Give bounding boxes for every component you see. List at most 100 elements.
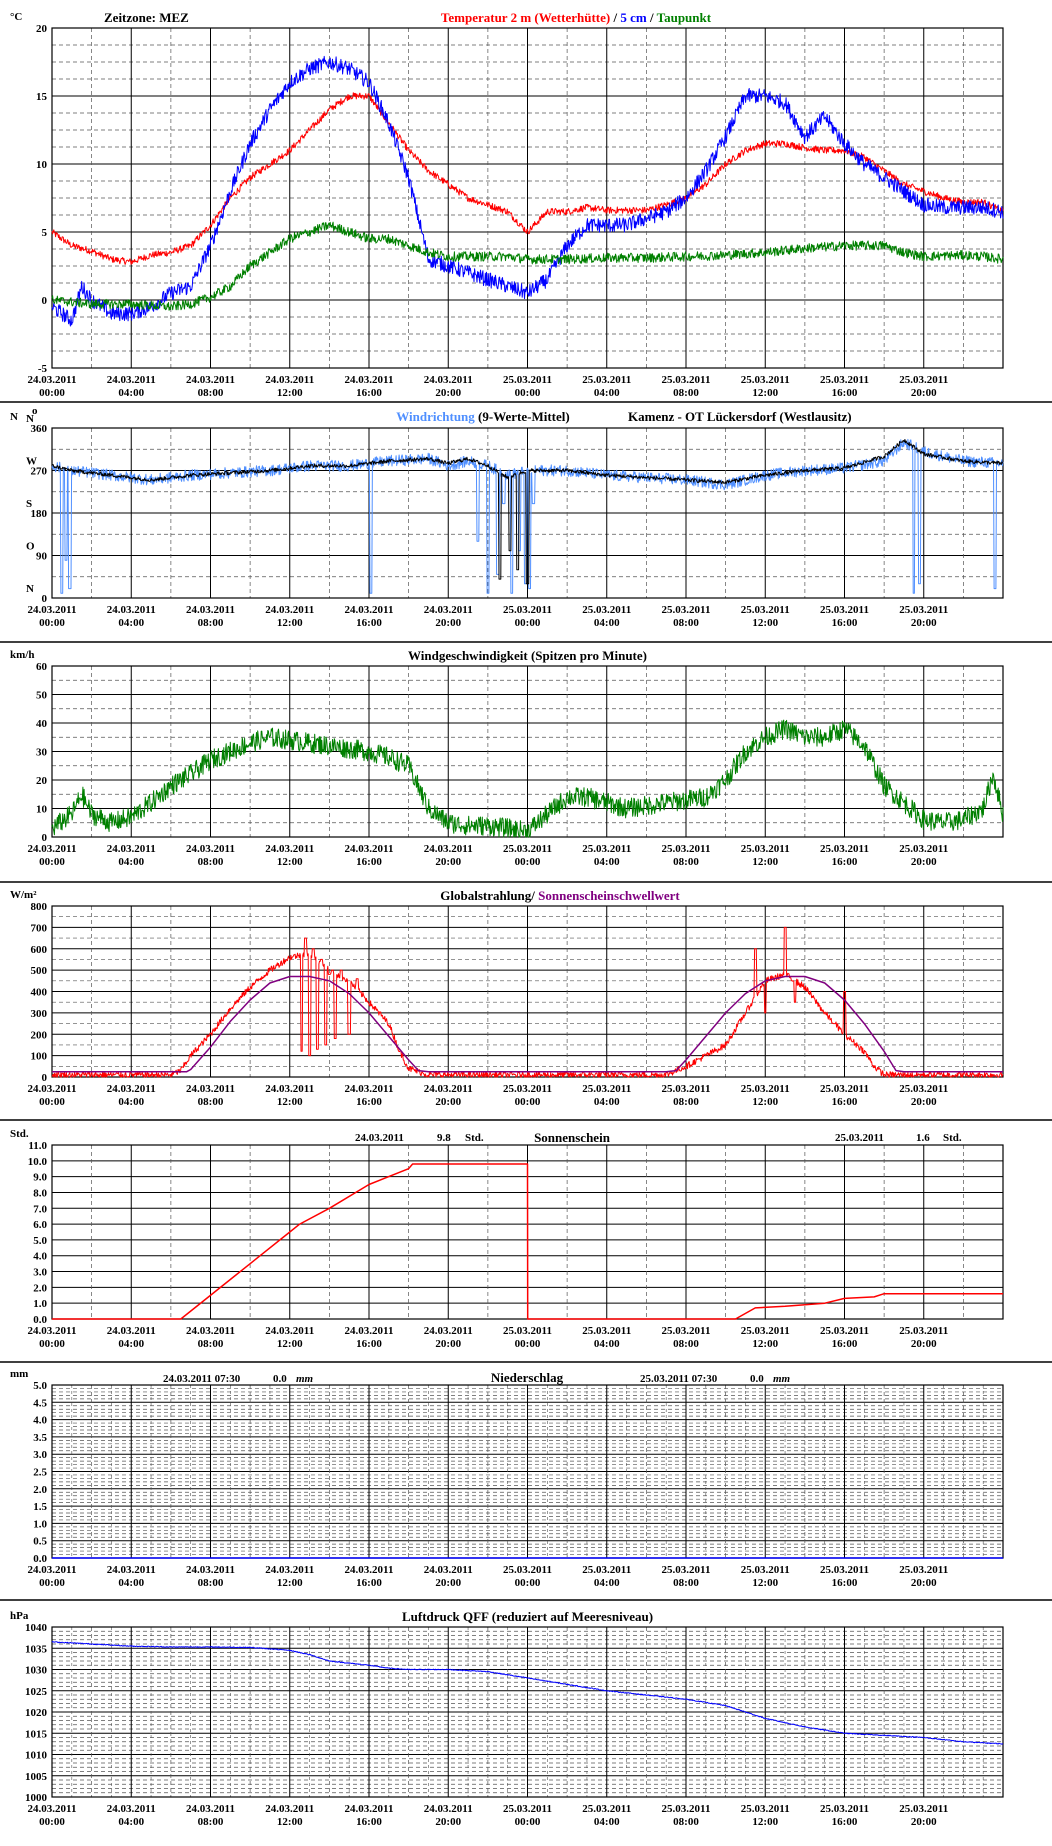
x-tick-time: 12:00: [752, 1096, 778, 1108]
y-tick-label: 1035: [25, 1643, 48, 1655]
y-unit-label: Std.: [10, 1128, 29, 1140]
summary-value: 9.8: [437, 1132, 451, 1144]
x-tick-date: 25.03.2011: [820, 1083, 869, 1095]
x-tick-date: 25.03.2011: [899, 1803, 948, 1815]
x-tick-time: 00:00: [39, 1577, 65, 1589]
x-tick-date: 25.03.2011: [899, 374, 948, 386]
x-tick-time: 00:00: [515, 1338, 541, 1350]
x-tick-date: 24.03.2011: [107, 1564, 156, 1576]
x-tick-time: 16:00: [832, 1338, 858, 1350]
x-tick-time: 00:00: [39, 617, 65, 629]
x-tick-date: 25.03.2011: [820, 604, 869, 616]
x-tick-date: 24.03.2011: [265, 1083, 314, 1095]
x-tick-time: 12:00: [277, 617, 303, 629]
series-line-winddirection-1: [51, 439, 1004, 585]
title-part: Windrichtung: [396, 409, 475, 424]
x-tick-date: 25.03.2011: [741, 1564, 790, 1576]
y-tick-label: 2.0: [33, 1484, 47, 1496]
x-tick-time: 08:00: [198, 1338, 224, 1350]
x-tick-date: 24.03.2011: [107, 604, 156, 616]
y-tick-label: 2.0: [33, 1282, 47, 1294]
x-tick-time: 00:00: [515, 387, 541, 399]
x-tick-time: 04:00: [594, 617, 620, 629]
x-tick-time: 20:00: [435, 387, 461, 399]
y-tick-label: 3.5: [33, 1432, 47, 1444]
x-tick-time: 16:00: [832, 1816, 858, 1828]
x-tick-time: 08:00: [198, 387, 224, 399]
x-tick-time: 20:00: [911, 1338, 937, 1350]
x-tick-time: 00:00: [515, 1816, 541, 1828]
x-tick-time: 12:00: [752, 856, 778, 868]
x-tick-date: 24.03.2011: [424, 1325, 473, 1337]
x-tick-date: 24.03.2011: [107, 843, 156, 855]
x-tick-time: 00:00: [515, 617, 541, 629]
x-tick-date: 25.03.2011: [899, 1564, 948, 1576]
x-tick-time: 04:00: [594, 1338, 620, 1350]
x-tick-date: 25.03.2011: [820, 1803, 869, 1815]
x-tick-date: 25.03.2011: [899, 1325, 948, 1337]
compass-label: O: [26, 541, 35, 553]
x-tick-time: 00:00: [39, 387, 65, 399]
y-tick-label: 90: [36, 551, 48, 563]
y-tick-label: 1.0: [33, 1518, 47, 1530]
title-part: Taupunkt: [657, 10, 712, 25]
x-tick-time: 16:00: [356, 387, 382, 399]
x-tick-time: 08:00: [198, 1816, 224, 1828]
summary-date: 24.03.2011 07:30: [163, 1373, 241, 1385]
x-tick-date: 25.03.2011: [741, 1083, 790, 1095]
y-tick-label: 50: [36, 690, 48, 702]
panel-precipitation: 0.0 0.5 1.0 1.5 2.0 2.5 3.0 3.5 4.0 4.5 5.0 24.03.2…: [0, 1361, 1052, 1589]
compass-label: S: [26, 498, 32, 510]
x-tick-time: 16:00: [832, 1096, 858, 1108]
x-tick-date: 24.03.2011: [424, 1564, 473, 1576]
x-tick-date: 25.03.2011: [662, 1325, 711, 1337]
y-tick-label: 0: [42, 295, 48, 307]
x-tick-time: 04:00: [118, 387, 144, 399]
x-tick-date: 24.03.2011: [28, 1803, 77, 1815]
grid-radiation: [51, 905, 1004, 1078]
x-tick-time: 12:00: [752, 1816, 778, 1828]
x-tick-time: 00:00: [515, 856, 541, 868]
x-tick-date: 25.03.2011: [820, 843, 869, 855]
y-tick-label: 1005: [25, 1771, 48, 1783]
x-tick-time: 04:00: [118, 1577, 144, 1589]
x-tick-date: 25.03.2011: [582, 1803, 631, 1815]
y-unit-label: °C: [10, 11, 22, 23]
series-line-radiation-1: [52, 975, 1003, 1073]
x-tick-time: 12:00: [277, 1338, 303, 1350]
y-unit-label: mm: [10, 1368, 28, 1380]
y-tick-label: 400: [31, 987, 48, 999]
y-tick-label: 1.0: [33, 1298, 47, 1310]
y-tick-label: 60: [36, 661, 48, 673]
y-tick-label: -5: [38, 363, 48, 375]
x-tick-date: 25.03.2011: [662, 604, 711, 616]
x-tick-time: 04:00: [594, 856, 620, 868]
x-tick-date: 24.03.2011: [107, 374, 156, 386]
x-tick-date: 25.03.2011: [820, 1325, 869, 1337]
x-tick-date: 24.03.2011: [186, 1564, 235, 1576]
summary-date: 24.03.2011: [355, 1132, 404, 1144]
y-tick-label: 1010: [25, 1750, 48, 1762]
x-tick-time: 16:00: [832, 856, 858, 868]
x-tick-date: 25.03.2011: [582, 604, 631, 616]
x-tick-date: 24.03.2011: [265, 1325, 314, 1337]
station-label: Kamenz - OT Lückersdorf (Westlausitz): [628, 409, 852, 424]
y-tick-label: 10.0: [28, 1156, 48, 1168]
x-tick-date: 24.03.2011: [345, 843, 394, 855]
x-tick-time: 08:00: [198, 1577, 224, 1589]
x-tick-date: 24.03.2011: [265, 374, 314, 386]
y-unit-label: W/m²: [10, 889, 37, 901]
y-tick-label: 800: [31, 901, 48, 913]
x-tick-time: 08:00: [673, 856, 699, 868]
x-tick-date: 25.03.2011: [503, 374, 552, 386]
y-tick-label: 700: [31, 922, 48, 934]
x-tick-time: 08:00: [673, 1096, 699, 1108]
y-tick-label: 3.0: [33, 1449, 47, 1461]
x-tick-date: 24.03.2011: [186, 1325, 235, 1337]
x-tick-date: 24.03.2011: [265, 843, 314, 855]
y-tick-label: 0: [42, 593, 48, 605]
x-tick-date: 24.03.2011: [265, 1803, 314, 1815]
title-part: /: [647, 10, 657, 25]
x-tick-time: 16:00: [832, 387, 858, 399]
